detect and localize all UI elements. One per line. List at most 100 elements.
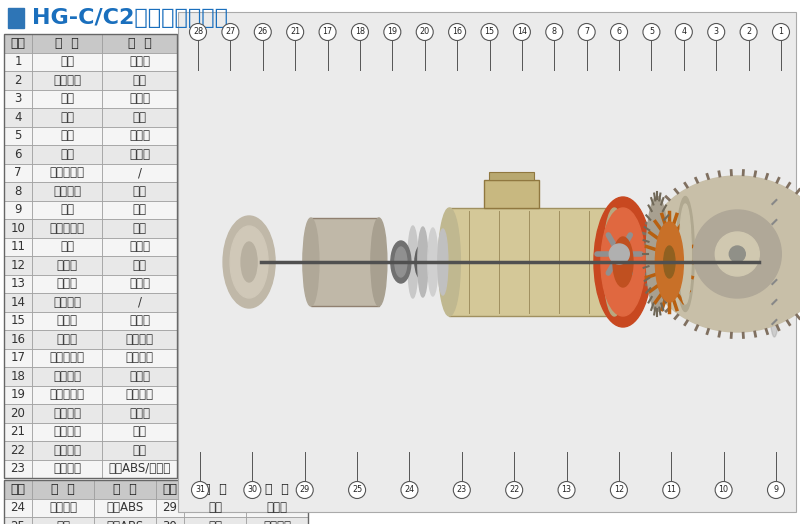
Circle shape [773, 24, 790, 40]
Text: 7: 7 [584, 27, 590, 37]
Text: /: / [138, 296, 142, 309]
Ellipse shape [415, 244, 431, 280]
Text: 13: 13 [562, 486, 571, 495]
Text: 15: 15 [10, 314, 26, 328]
Text: 29: 29 [300, 486, 310, 495]
Bar [102, 126, 177, 145]
Ellipse shape [395, 247, 407, 277]
Bar [32, 441, 102, 460]
Bar [8, 8, 24, 28]
Text: 11: 11 [10, 240, 26, 253]
Circle shape [740, 24, 757, 40]
Text: 铝合金: 铝合金 [129, 92, 150, 105]
Bar [102, 90, 177, 108]
Bar [4, 256, 32, 275]
Bar [4, 52, 32, 71]
Text: 3: 3 [714, 27, 718, 37]
Bar [94, 498, 156, 517]
Bar [184, 498, 246, 517]
Polygon shape [646, 176, 800, 332]
Text: 钢板: 钢板 [133, 74, 146, 87]
Text: 9: 9 [774, 486, 778, 495]
Bar [184, 517, 246, 524]
Bar [32, 256, 102, 275]
Text: 风叶: 风叶 [208, 520, 222, 524]
Text: 1: 1 [778, 27, 783, 37]
Text: 3: 3 [14, 92, 22, 105]
Bar [32, 90, 102, 108]
Bar [32, 52, 102, 71]
Bar [102, 275, 177, 293]
Bar [102, 386, 177, 404]
Bar [156, 517, 184, 524]
Text: 铝合金: 铝合金 [129, 407, 150, 420]
Bar [32, 182, 102, 201]
Text: 定子部件: 定子部件 [53, 296, 81, 309]
Bar [102, 404, 177, 422]
Text: 27: 27 [226, 27, 235, 37]
Text: 铝合金: 铝合金 [266, 501, 287, 514]
Bar [4, 330, 32, 348]
Text: 轴承（一）: 轴承（一） [50, 166, 85, 179]
Bar [32, 163, 102, 182]
Text: 17: 17 [322, 27, 333, 37]
Bar [490, 172, 534, 180]
Bar [4, 517, 32, 524]
Text: 19: 19 [10, 388, 26, 401]
Text: 双头螺钉: 双头螺钉 [53, 444, 81, 457]
Text: 8: 8 [14, 185, 22, 198]
Text: 16: 16 [452, 27, 462, 37]
Bar [4, 108, 32, 126]
Ellipse shape [603, 208, 626, 316]
Ellipse shape [241, 242, 257, 282]
Text: 纸板: 纸板 [133, 222, 146, 235]
Text: 22: 22 [10, 444, 26, 457]
Bar [246, 517, 308, 524]
Text: 12: 12 [10, 259, 26, 272]
Text: 25: 25 [352, 486, 362, 495]
Circle shape [401, 482, 418, 498]
Text: 接线盒盖: 接线盒盖 [53, 407, 81, 420]
Text: 碳钢: 碳钢 [133, 444, 146, 457]
Text: 2: 2 [746, 27, 751, 37]
Bar [102, 145, 177, 163]
Ellipse shape [230, 226, 268, 298]
Text: 接线柱: 接线柱 [57, 333, 78, 346]
Text: 材  料: 材 料 [128, 37, 151, 50]
Text: 23: 23 [457, 486, 467, 495]
Text: 序号: 序号 [10, 37, 26, 50]
Circle shape [222, 24, 239, 40]
Text: 接线盒座: 接线盒座 [53, 370, 81, 383]
Bar [102, 52, 177, 71]
Bar [94, 517, 156, 524]
Ellipse shape [655, 222, 683, 302]
Ellipse shape [767, 187, 782, 337]
Text: 2: 2 [14, 74, 22, 87]
Ellipse shape [223, 216, 275, 308]
Text: 13: 13 [10, 277, 26, 290]
Ellipse shape [438, 229, 448, 295]
Bar [4, 460, 32, 478]
Text: 14: 14 [10, 296, 26, 309]
Ellipse shape [676, 196, 694, 311]
Text: 滤网: 滤网 [56, 520, 70, 524]
Bar [102, 219, 177, 237]
Text: 16: 16 [10, 333, 26, 346]
Text: 防水接头: 防水接头 [53, 425, 81, 438]
Text: 轴承闷盖: 轴承闷盖 [53, 74, 81, 87]
Circle shape [730, 246, 746, 262]
Text: 10: 10 [10, 222, 26, 235]
Text: 5: 5 [649, 27, 654, 37]
Text: 7: 7 [14, 166, 22, 179]
Bar [484, 180, 539, 208]
Bar [4, 293, 32, 311]
Bar [4, 182, 32, 201]
Text: 14: 14 [517, 27, 527, 37]
Text: 22: 22 [509, 486, 519, 495]
Circle shape [244, 482, 261, 498]
Bar [4, 404, 32, 422]
Text: 机盖: 机盖 [60, 55, 74, 68]
Text: 塑料: 塑料 [133, 425, 146, 438]
Bar [32, 201, 102, 219]
Bar [4, 90, 32, 108]
